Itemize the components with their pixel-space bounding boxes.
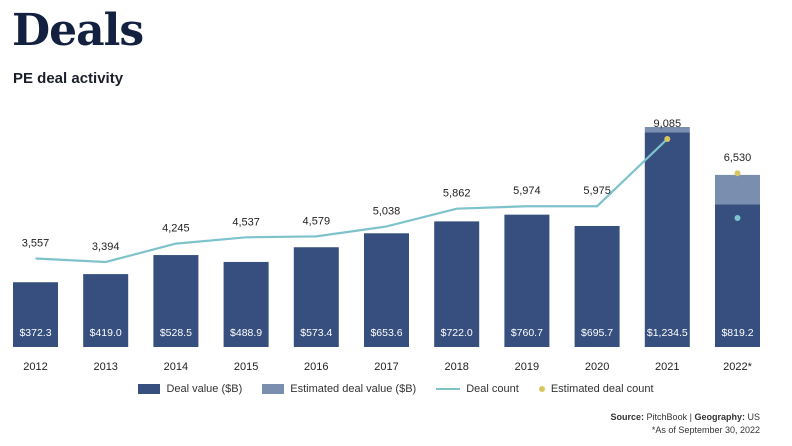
bar-deal-value xyxy=(13,282,58,347)
deal-count-marker-2022 xyxy=(734,215,741,221)
bar-value-label: $528.5 xyxy=(160,327,192,339)
bar-deal-value xyxy=(574,225,620,347)
source-value: PitchBook xyxy=(646,412,688,422)
legend-swatch-estimated-value xyxy=(262,384,285,394)
x-tick-label: 2018 xyxy=(444,361,468,373)
bar-value-label: $653.6 xyxy=(370,327,402,339)
deal-count-label: 3,557 xyxy=(22,237,50,249)
x-tick-label: 2012 xyxy=(23,361,47,373)
deal-count-label: 5,862 xyxy=(443,188,471,200)
x-tick-label: 2015 xyxy=(234,361,258,373)
x-tick-label: 2022* xyxy=(723,361,752,373)
deal-count-label: 3,394 xyxy=(92,241,120,253)
x-tick-label: 2017 xyxy=(374,361,398,373)
deal-count-label: 4,579 xyxy=(303,215,331,227)
deal-count-label: 9,085 xyxy=(654,118,682,130)
bar-deal-value xyxy=(644,132,690,347)
footnote: *As of September 30, 2022 xyxy=(651,425,760,435)
bar-deal-value xyxy=(223,261,269,347)
bar-value-label: $419.0 xyxy=(90,327,122,339)
footer-separator: | xyxy=(689,412,692,422)
bar-deal-value xyxy=(293,247,339,347)
deal-count-label: 5,975 xyxy=(583,185,611,197)
bar-deal-value xyxy=(715,204,760,347)
bar-value-label: $722.0 xyxy=(441,327,473,339)
deal-count-line xyxy=(35,138,669,264)
deal-count-label: 5,038 xyxy=(373,205,401,217)
deal-count-label: 5,974 xyxy=(513,185,541,197)
x-tick-label: 2020 xyxy=(585,361,609,373)
x-tick-label: 2019 xyxy=(515,361,539,373)
x-tick-label: 2021 xyxy=(655,361,679,373)
legend-item-estimated-count: Estimated deal count xyxy=(538,383,654,395)
bar-deal-value xyxy=(434,221,480,347)
deal-count-label: 4,537 xyxy=(232,216,260,228)
x-tick-label: 2013 xyxy=(93,361,117,373)
source-label: Source: xyxy=(610,412,645,422)
legend-swatch-estimated-count xyxy=(538,386,545,392)
geography-label: Geography: xyxy=(694,412,745,422)
legend-label-estimated-count: Estimated deal count xyxy=(550,383,654,395)
estimated-count-point xyxy=(664,136,671,142)
geography-value: US xyxy=(747,412,760,422)
bar-value-label: $488.9 xyxy=(230,327,262,339)
bar-deal-value xyxy=(83,274,129,347)
bar-value-label: $372.3 xyxy=(19,327,51,339)
legend-label-deal-count: Deal count xyxy=(466,383,519,395)
bar-value-label: $573.4 xyxy=(300,327,332,339)
deal-count-label: 4,245 xyxy=(162,223,190,235)
bar-estimated-value xyxy=(715,174,760,205)
bar-value-label: $695.7 xyxy=(581,327,613,339)
chart-legend: Deal value ($B) Estimated deal value ($B… xyxy=(0,383,792,395)
bar-estimated-value xyxy=(644,127,690,133)
chart-footer: Source: PitchBook | Geography: US *As of… xyxy=(611,411,760,437)
estimated-count-point xyxy=(734,170,741,177)
estimated-count-label: 6,530 xyxy=(724,152,752,164)
bar-deal-value xyxy=(364,233,409,347)
bar-value-label: $1,234.5 xyxy=(647,327,688,339)
legend-label-estimated-value: Estimated deal value ($B) xyxy=(290,383,417,395)
source-line: Source: PitchBook | Geography: US xyxy=(611,411,760,424)
x-tick-label: 2016 xyxy=(304,361,328,373)
legend-item-deal-value: Deal value ($B) xyxy=(138,383,242,395)
legend-item-estimated-value: Estimated deal value ($B) xyxy=(262,383,416,395)
legend-swatch-deal-count xyxy=(436,388,461,390)
chart-subtitle: PE deal activity xyxy=(13,70,124,87)
bar-value-label: $819.2 xyxy=(721,327,753,339)
x-tick-label: 2014 xyxy=(164,361,188,373)
page-title: Deals xyxy=(12,5,144,56)
legend-swatch-deal-value xyxy=(138,384,161,394)
legend-label-deal-value: Deal value ($B) xyxy=(166,383,243,395)
bar-deal-value xyxy=(153,255,199,347)
bar-deal-value xyxy=(504,214,550,347)
bar-value-label: $760.7 xyxy=(511,327,543,339)
legend-item-deal-count: Deal count xyxy=(436,383,519,395)
